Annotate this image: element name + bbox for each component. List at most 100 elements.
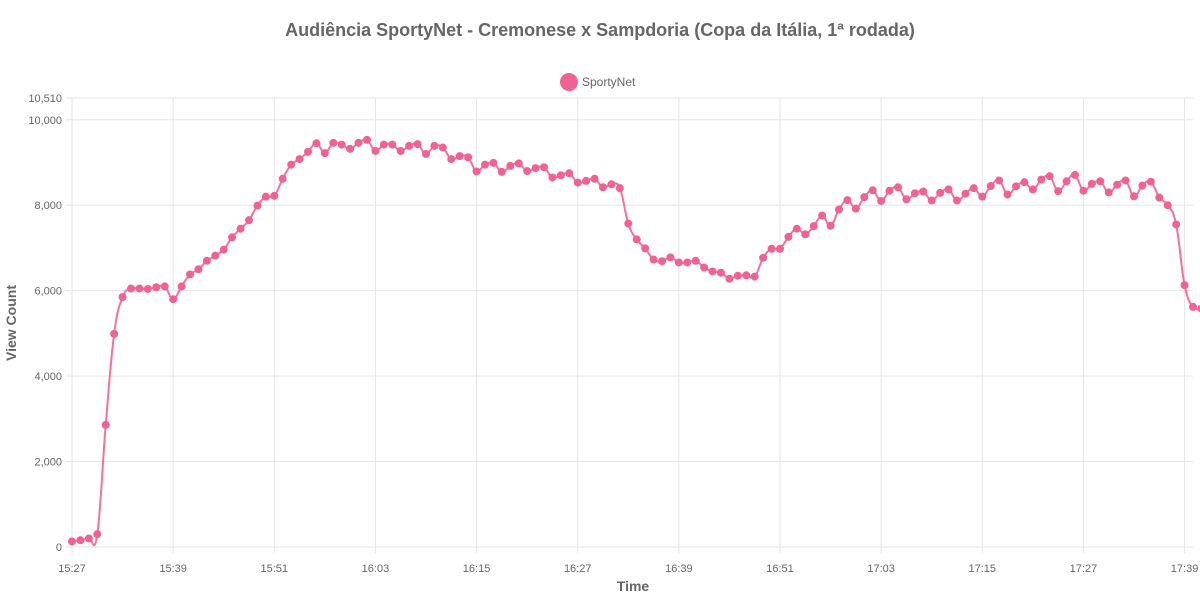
data-point[interactable] <box>219 245 228 254</box>
data-point[interactable] <box>717 268 725 277</box>
data-point[interactable] <box>160 282 169 291</box>
data-point[interactable] <box>1054 187 1063 196</box>
data-point[interactable] <box>472 167 481 176</box>
data-point[interactable] <box>1028 185 1037 194</box>
data-point[interactable] <box>683 258 692 267</box>
data-point[interactable] <box>851 204 860 213</box>
data-point[interactable] <box>177 282 186 291</box>
data-point[interactable] <box>556 171 565 180</box>
data-point[interactable] <box>304 147 312 156</box>
data-point[interactable] <box>641 244 650 253</box>
data-point[interactable] <box>953 196 961 205</box>
data-point[interactable] <box>599 183 607 192</box>
data-point[interactable] <box>910 189 919 198</box>
data-point[interactable] <box>253 201 262 210</box>
data-point[interactable] <box>573 178 582 187</box>
data-point[interactable] <box>843 196 852 205</box>
data-point[interactable] <box>1079 186 1088 195</box>
data-point[interactable] <box>674 258 683 267</box>
data-point[interactable] <box>565 169 574 178</box>
data-point[interactable] <box>186 270 194 279</box>
data-point[interactable] <box>624 219 633 228</box>
data-point[interactable] <box>430 141 439 150</box>
data-point[interactable] <box>1037 175 1046 184</box>
data-point[interactable] <box>531 164 540 173</box>
data-point[interactable] <box>919 187 928 196</box>
legend[interactable]: SportyNet <box>560 73 636 91</box>
data-point[interactable] <box>523 167 532 176</box>
data-point[interactable] <box>245 216 253 225</box>
data-point[interactable] <box>818 211 827 220</box>
data-point[interactable] <box>1062 177 1071 186</box>
data-point[interactable] <box>784 232 793 241</box>
data-point[interactable] <box>1020 178 1029 187</box>
data-point[interactable] <box>118 293 127 302</box>
data-point[interactable] <box>194 265 203 274</box>
data-point[interactable] <box>481 160 489 169</box>
data-point[interactable] <box>1045 172 1054 181</box>
data-point[interactable] <box>986 182 995 191</box>
data-point[interactable] <box>202 256 211 265</box>
data-point[interactable] <box>135 284 144 293</box>
data-point[interactable] <box>649 255 658 264</box>
data-point[interactable] <box>1071 170 1079 179</box>
data-point[interactable] <box>868 186 877 195</box>
data-point[interactable] <box>438 143 447 152</box>
data-point[interactable] <box>320 149 329 158</box>
data-point[interactable] <box>1104 188 1113 197</box>
data-point[interactable] <box>1189 302 1197 311</box>
data-point[interactable] <box>1155 193 1164 202</box>
data-point[interactable] <box>944 185 953 194</box>
data-point[interactable] <box>615 184 624 193</box>
data-point[interactable] <box>632 235 641 244</box>
data-point[interactable] <box>666 253 675 262</box>
data-point[interactable] <box>809 222 818 231</box>
data-point[interactable] <box>270 191 279 200</box>
data-point[interactable] <box>76 536 85 545</box>
data-point[interactable] <box>725 274 734 283</box>
data-point[interactable] <box>405 141 414 150</box>
data-point[interactable] <box>767 244 776 253</box>
data-point[interactable] <box>379 140 388 149</box>
data-point[interactable] <box>489 158 498 167</box>
data-point[interactable] <box>261 192 270 201</box>
data-point[interactable] <box>1180 281 1189 290</box>
data-point[interactable] <box>1146 177 1155 186</box>
data-point[interactable] <box>236 224 245 233</box>
data-point[interactable] <box>143 284 152 293</box>
data-point[interactable] <box>1138 181 1147 190</box>
data-point[interactable] <box>312 139 321 148</box>
data-point[interactable] <box>835 205 843 214</box>
data-point[interactable] <box>750 272 759 281</box>
data-point[interactable] <box>607 180 616 189</box>
data-point[interactable] <box>860 193 869 202</box>
data-point[interactable] <box>902 195 911 204</box>
data-point[interactable] <box>1113 180 1122 189</box>
data-point[interactable] <box>413 140 422 149</box>
data-point[interactable] <box>936 188 945 197</box>
data-point[interactable] <box>337 140 346 149</box>
data-point[interactable] <box>1121 176 1130 185</box>
data-point[interactable] <box>1163 201 1172 210</box>
data-point[interactable] <box>548 173 557 182</box>
data-point[interactable] <box>877 196 886 205</box>
data-point[interactable] <box>354 138 363 147</box>
data-point[interactable] <box>1197 304 1200 313</box>
data-point[interactable] <box>826 221 835 230</box>
data-point[interactable] <box>792 224 801 233</box>
data-point[interactable] <box>93 530 102 539</box>
data-point[interactable] <box>801 230 810 239</box>
data-point[interactable] <box>700 263 709 272</box>
data-point[interactable] <box>1130 192 1138 201</box>
data-point[interactable] <box>995 176 1004 185</box>
data-point[interactable] <box>1003 190 1012 199</box>
data-point[interactable] <box>885 186 894 195</box>
data-point[interactable] <box>110 329 119 338</box>
data-point[interactable] <box>590 174 599 183</box>
data-point[interactable] <box>295 155 304 164</box>
data-point[interactable] <box>708 267 717 276</box>
data-point[interactable] <box>278 174 287 183</box>
data-point[interactable] <box>371 146 380 155</box>
data-point[interactable] <box>759 253 768 262</box>
data-point[interactable] <box>101 420 110 429</box>
